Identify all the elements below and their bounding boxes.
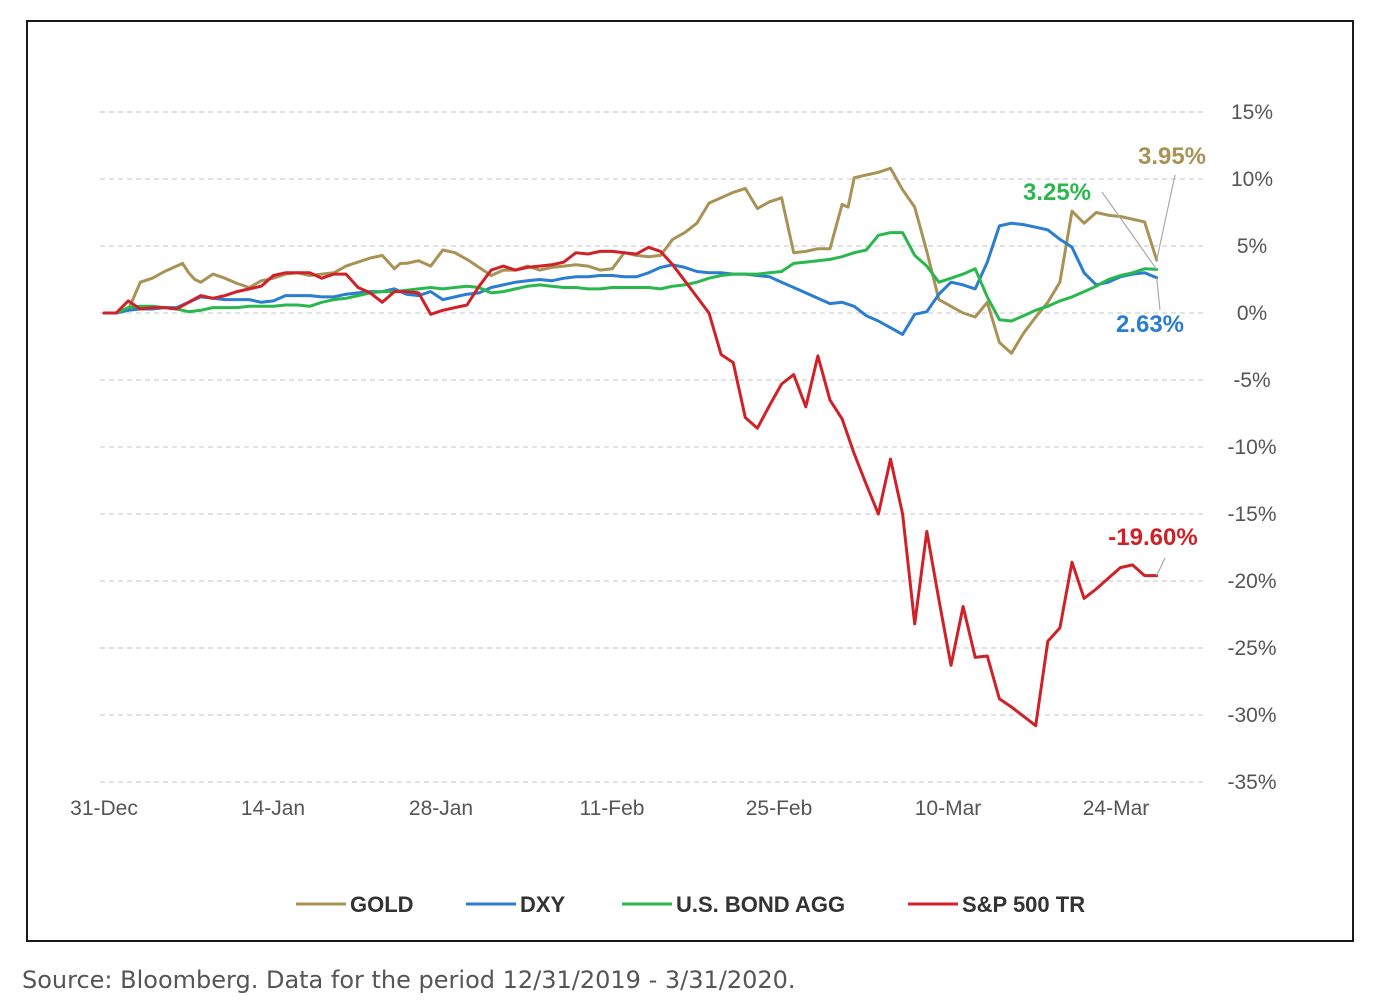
y-tick-label: -5%	[1233, 369, 1270, 392]
y-tick-label: -10%	[1227, 436, 1276, 459]
y-tick-label: -20%	[1227, 570, 1276, 593]
callout-leader	[1156, 174, 1176, 261]
y-tick-label: 5%	[1237, 235, 1267, 258]
y-axis-ticks: 15% 10% 5% 0% -5% -10% -15% -20% -25% -30% -35%	[1227, 101, 1276, 794]
x-tick-label: 31-Dec	[70, 797, 138, 820]
end-value-label: 3.95%	[1138, 143, 1206, 170]
legend-label: S&P 500 TR	[962, 892, 1085, 917]
series-line-u-s-bond-agg	[102, 231, 1159, 323]
callout-leader	[1156, 557, 1166, 576]
y-tick-label: -35%	[1227, 771, 1276, 794]
gridlines	[100, 111, 1205, 783]
x-axis-ticks: 31-Dec 14-Jan 28-Jan 11-Feb 25-Feb 10-Mar 24-M…	[70, 797, 1149, 820]
end-value-callouts: 3.95% 2.63% 3.25% -19.60%	[1023, 143, 1206, 576]
chart-frame	[26, 20, 1354, 942]
legend-label: GOLD	[350, 892, 414, 917]
y-tick-label: 0%	[1237, 302, 1267, 325]
x-tick-label: 25-Feb	[746, 797, 813, 820]
end-value-label: -19.60%	[1108, 524, 1197, 551]
line-chart: 15% 10% 5% 0% -5% -10% -15% -20% -25% -30% -35% 31…	[70, 101, 1276, 917]
source-note: Source: Bloomberg. Data for the period 1…	[22, 966, 796, 994]
y-tick-label: 15%	[1231, 101, 1273, 124]
series-line-dxy	[102, 221, 1159, 336]
end-value-label: 2.63%	[1116, 311, 1184, 338]
end-value-label: 3.25%	[1023, 179, 1091, 206]
y-tick-label: -15%	[1227, 503, 1276, 526]
x-tick-label: 28-Jan	[409, 797, 473, 820]
x-tick-label: 11-Feb	[580, 797, 645, 820]
series-line-gold	[102, 166, 1159, 355]
series-line-s-p-500-tr	[102, 245, 1159, 728]
callout-leader	[1156, 277, 1161, 311]
y-tick-label: -25%	[1227, 637, 1276, 660]
callout-leader	[1101, 191, 1158, 270]
legend-label: DXY	[520, 892, 566, 917]
legend: GOLD DXY U.S. BOND AGG S&P 500 TR	[296, 892, 1085, 917]
x-tick-label: 10-Mar	[915, 797, 982, 820]
x-tick-label: 14-Jan	[241, 797, 305, 820]
x-tick-label: 24-Mar	[1083, 797, 1150, 820]
legend-label: U.S. BOND AGG	[676, 892, 845, 917]
y-tick-label: 10%	[1231, 168, 1273, 191]
series-lines	[102, 166, 1159, 728]
y-tick-label: -30%	[1227, 704, 1276, 727]
